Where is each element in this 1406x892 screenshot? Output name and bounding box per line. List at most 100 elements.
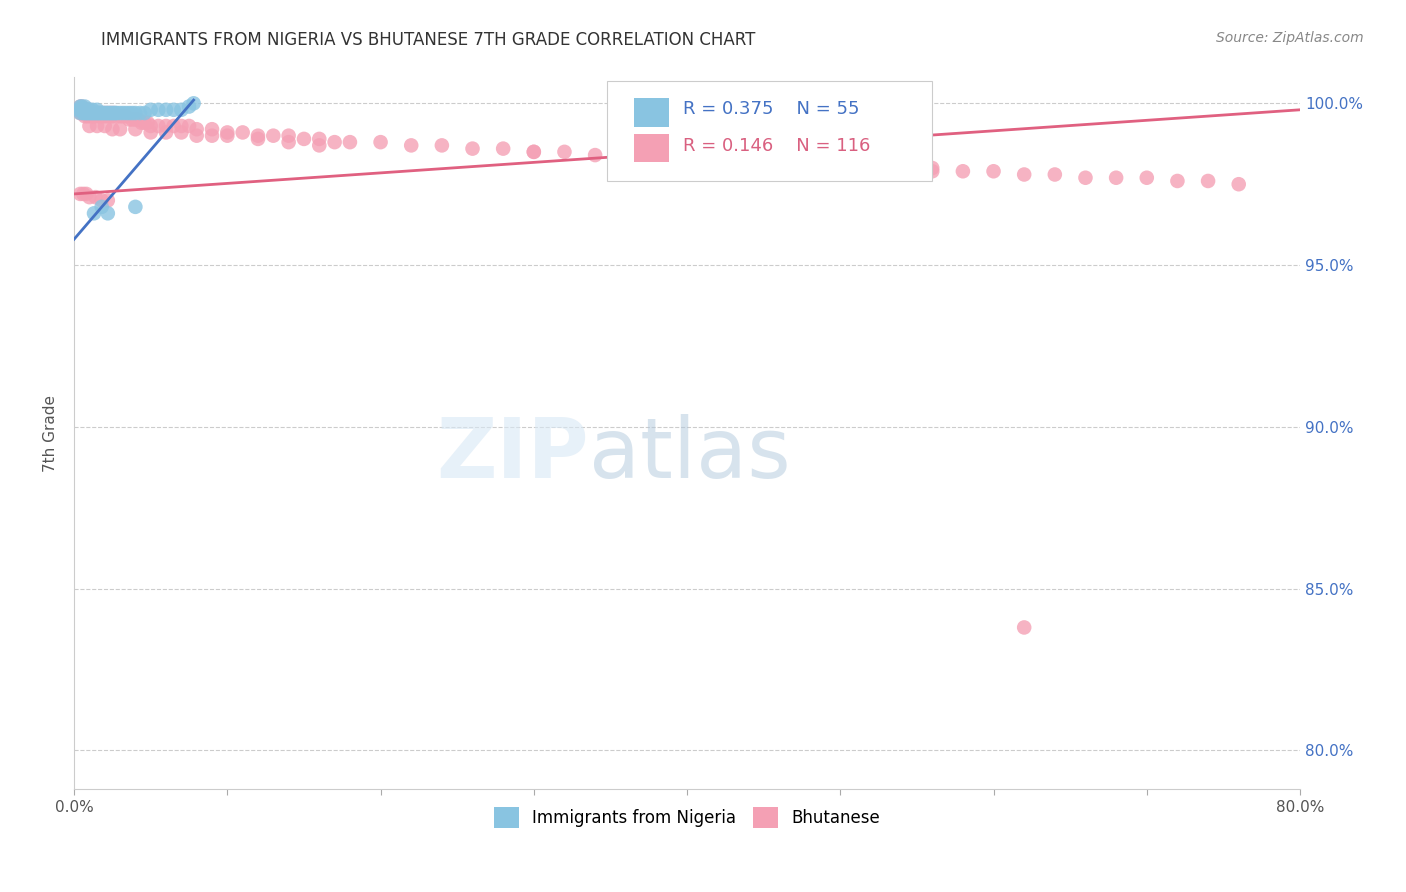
Text: ZIP: ZIP <box>436 414 589 495</box>
Point <box>67 103 90 117</box>
Point <box>246 132 269 146</box>
Point <box>98 106 121 120</box>
Point <box>69 106 91 120</box>
Point <box>84 106 107 120</box>
Point <box>83 206 105 220</box>
Point <box>97 106 120 120</box>
Point <box>108 122 131 136</box>
Point <box>370 135 392 149</box>
Point <box>232 125 254 139</box>
Point <box>186 122 208 136</box>
Point <box>96 109 118 123</box>
Point <box>97 106 120 120</box>
Point <box>73 109 96 123</box>
Point <box>523 145 546 159</box>
Point <box>645 151 668 165</box>
Point <box>583 148 606 162</box>
Point <box>77 106 100 120</box>
Point <box>859 161 882 175</box>
Point <box>82 103 104 117</box>
Point <box>91 109 114 123</box>
Point <box>217 128 239 143</box>
Point <box>614 148 637 162</box>
Point <box>339 135 361 149</box>
Point <box>921 164 943 178</box>
Text: R = 0.375    N = 55: R = 0.375 N = 55 <box>683 101 860 119</box>
Point <box>101 109 124 123</box>
Point <box>72 106 94 120</box>
Point <box>89 106 111 120</box>
Point <box>430 138 453 153</box>
Point <box>72 103 94 117</box>
Point <box>115 106 138 120</box>
Point <box>84 106 107 120</box>
Point <box>70 103 93 117</box>
Point <box>118 112 141 127</box>
Point <box>112 109 135 123</box>
Point <box>139 125 162 139</box>
Point <box>101 106 124 120</box>
Point <box>104 106 127 120</box>
Point <box>89 109 111 123</box>
Point <box>148 103 170 117</box>
Point <box>308 138 330 153</box>
Point <box>139 103 162 117</box>
Point <box>100 106 122 120</box>
Point <box>86 106 108 120</box>
Point <box>921 161 943 175</box>
Point <box>86 119 108 133</box>
Point <box>134 116 156 130</box>
Point <box>170 119 193 133</box>
Point <box>983 164 1005 178</box>
Point <box>79 106 101 120</box>
Point <box>737 154 759 169</box>
Point <box>183 96 205 111</box>
Point <box>96 106 118 120</box>
Text: Source: ZipAtlas.com: Source: ZipAtlas.com <box>1216 31 1364 45</box>
Point <box>1197 174 1219 188</box>
Point <box>308 132 330 146</box>
Point <box>277 128 299 143</box>
Point <box>83 106 105 120</box>
Point <box>121 112 143 127</box>
Point <box>79 106 101 120</box>
Point <box>890 161 912 175</box>
Point <box>952 164 974 178</box>
Point <box>1043 168 1066 182</box>
Point <box>70 99 93 113</box>
Point <box>90 194 112 208</box>
Point <box>84 190 107 204</box>
Point <box>1074 170 1097 185</box>
Point <box>124 122 146 136</box>
Bar <box>634 98 669 127</box>
Point <box>75 186 97 201</box>
Point <box>155 103 177 117</box>
Point <box>77 109 100 123</box>
Point <box>75 106 97 120</box>
Point <box>131 116 153 130</box>
Point <box>86 103 108 117</box>
Point <box>79 190 101 204</box>
Point <box>155 119 177 133</box>
Point <box>112 106 135 120</box>
Point <box>86 109 108 123</box>
Point <box>97 194 120 208</box>
Point <box>80 106 103 120</box>
Text: IMMIGRANTS FROM NIGERIA VS BHUTANESE 7TH GRADE CORRELATION CHART: IMMIGRANTS FROM NIGERIA VS BHUTANESE 7TH… <box>101 31 755 49</box>
Point <box>124 112 146 127</box>
Point <box>103 106 125 120</box>
Point <box>69 99 91 113</box>
Point <box>97 206 120 220</box>
Point <box>830 158 852 172</box>
Point <box>103 106 125 120</box>
Point <box>98 109 121 123</box>
Point <box>80 109 103 123</box>
Point <box>1227 178 1250 192</box>
Point <box>108 109 131 123</box>
Point <box>155 125 177 139</box>
Point <box>82 109 104 123</box>
Point <box>80 106 103 120</box>
Point <box>124 106 146 120</box>
Point <box>73 106 96 120</box>
Point <box>90 200 112 214</box>
